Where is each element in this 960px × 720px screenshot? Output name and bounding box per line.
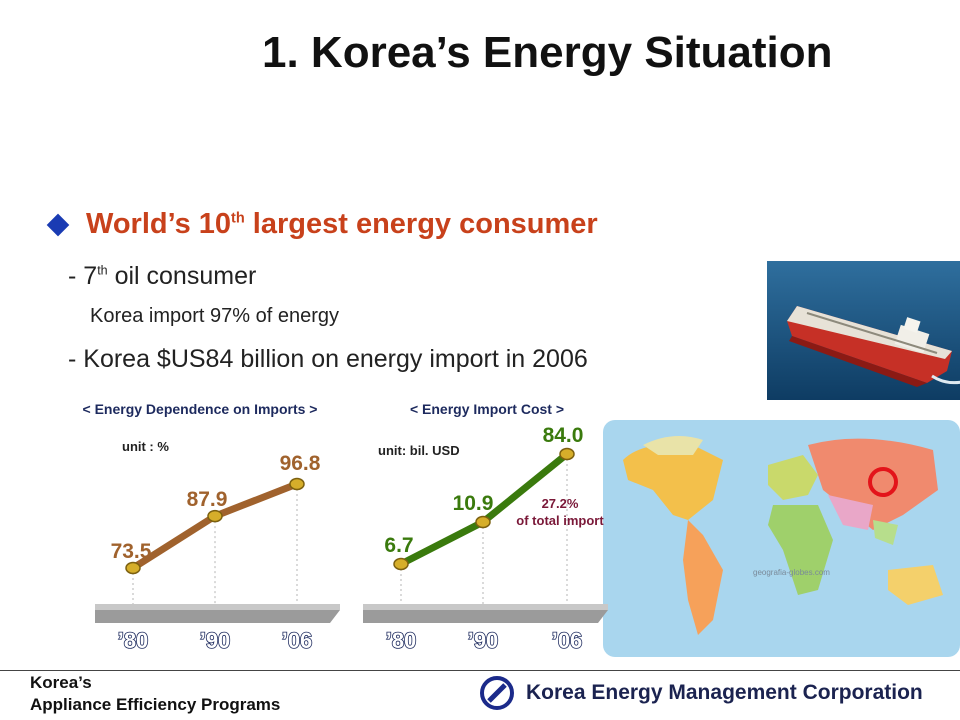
sub-point-import: Korea import 97% of energy bbox=[90, 305, 340, 327]
chart2-tick-0: ’80 bbox=[386, 628, 417, 653]
footer-title: Korea’s Appliance Efficiency Programs bbox=[30, 672, 280, 716]
chart2-title: < Energy Import Cost > bbox=[410, 401, 564, 417]
map-watermark: geografia-globes.com bbox=[753, 568, 830, 577]
chart1-point-2 bbox=[289, 477, 305, 491]
chart2-point-0 bbox=[393, 557, 409, 571]
main-bullet-text: World’s 10th largest energy consumer bbox=[86, 208, 598, 240]
chart2-point-1 bbox=[475, 515, 491, 529]
footer-line-1: Korea’s bbox=[30, 673, 92, 692]
sub-point-oil: - 7th oil consumer bbox=[68, 262, 257, 290]
corp-logo-block: Korea Energy Management Corporation bbox=[480, 676, 923, 710]
footer-divider bbox=[0, 670, 960, 671]
chart1-baseline-top bbox=[95, 604, 340, 610]
chart1-title: < Energy Dependence on Imports > bbox=[83, 401, 318, 417]
chart1-value-label-2: 96.8 bbox=[280, 452, 321, 475]
chart1-tick-1: ’90 bbox=[200, 628, 231, 653]
diamond-bullet-icon bbox=[46, 213, 70, 236]
tanker-ship-image bbox=[767, 261, 960, 400]
chart2-value-label-1: 10.9 bbox=[453, 492, 494, 515]
corp-name: Korea Energy Management Corporation bbox=[526, 681, 923, 704]
chart1-tick-2: ’06 bbox=[282, 628, 313, 653]
chart1-tick-0: ’80 bbox=[118, 628, 149, 653]
chart2-value-label-2: 84.0 bbox=[543, 424, 584, 447]
chart2-baseline-bar bbox=[363, 610, 608, 623]
chart2-unit: unit: bil. USD bbox=[378, 443, 460, 458]
page-title: 1. Korea’s Energy Situation bbox=[262, 28, 833, 77]
chart1-unit: unit : % bbox=[122, 439, 169, 454]
chart2-tick-1: ’90 bbox=[468, 628, 499, 653]
world-map-image: geografia-globes.com bbox=[603, 420, 960, 657]
charts-area: < Energy Dependence on Imports > unit : … bbox=[83, 401, 608, 654]
chart1-value-label-0: 73.5 bbox=[111, 540, 152, 563]
chart1-baseline-bar bbox=[95, 610, 340, 623]
chart2-point-2 bbox=[559, 447, 575, 461]
sub-point-cost: - Korea $US84 billion on energy import i… bbox=[68, 345, 588, 373]
footer-line-2: Appliance Efficiency Programs bbox=[30, 695, 281, 714]
chart1-point-0 bbox=[125, 561, 141, 575]
chart2-annotation-text: of total import bbox=[516, 513, 604, 528]
chart2-value-label-0: 6.7 bbox=[384, 534, 413, 557]
chart1-value-label-1: 87.9 bbox=[187, 488, 228, 511]
main-bullet: World’s 10th largest energy consumer bbox=[46, 208, 598, 241]
chart2-tick-2: ’06 bbox=[552, 628, 583, 653]
chart2-annotation-percent: 27.2% bbox=[542, 496, 579, 511]
kemco-logo-icon bbox=[480, 676, 514, 710]
korea-highlight-circle bbox=[868, 467, 898, 497]
chart1-point-1 bbox=[207, 509, 223, 523]
chart2-baseline-top bbox=[363, 604, 608, 610]
